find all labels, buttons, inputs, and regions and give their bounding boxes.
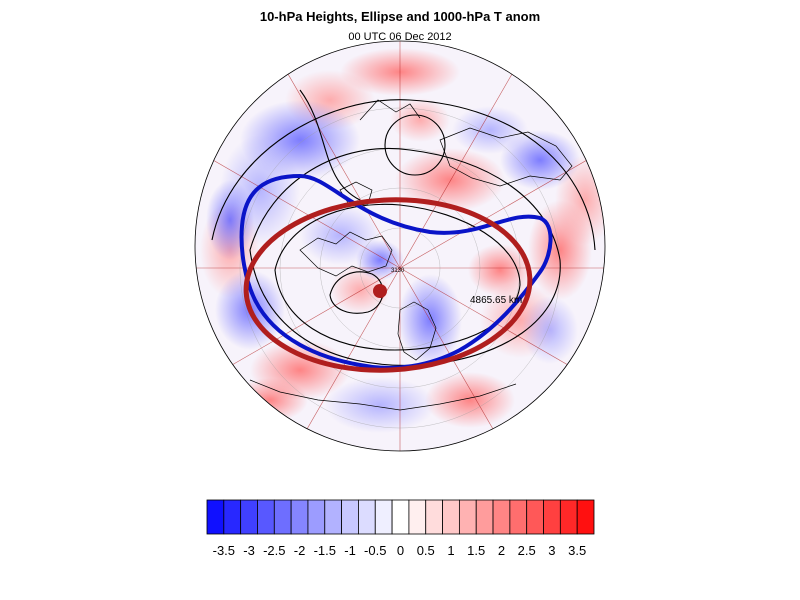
colorbar-tick-label: 1.5 [467, 543, 486, 558]
colorbar-tick-label: 3 [548, 543, 556, 558]
colorbar-tick-label: 2 [497, 543, 506, 558]
height-contours [211, 89, 596, 366]
latitude-circle [319, 187, 481, 349]
colorbar-tick-label: 0 [396, 543, 405, 558]
anomaly-blob [452, 106, 528, 154]
colorbar-tick-label: -3.5 [212, 543, 236, 558]
colorbar-swatch [576, 499, 595, 535]
colorbar-swatch [240, 499, 258, 535]
anomaly-blob [325, 377, 435, 433]
colorbar-swatch [408, 499, 427, 535]
colorbar-swatch [442, 499, 460, 535]
colorbar-tick-label: 1 [447, 543, 455, 558]
colorbar-tick-label: 3.5 [568, 543, 587, 558]
anomaly-blob [232, 378, 308, 422]
colorbar-swatch [543, 499, 561, 535]
colorbar [206, 499, 595, 535]
colorbar-swatch [290, 499, 309, 535]
anomaly-blob [528, 200, 592, 300]
colorbar-tick-label: -3 [243, 543, 255, 558]
colorbar-swatch [391, 499, 410, 535]
colorbar-tick-labels: -3.5 -3 -2.5 -2 -1.5 -1 -0.5 0 0.5 1 1.5 2 2.5 3 3.5 [0, 543, 800, 563]
colorbar-swatch [425, 499, 443, 535]
chart-subtitle: 00 UTC 06 Dec 2012 [348, 31, 452, 43]
anomaly-blob [522, 296, 578, 364]
colorbar-swatch [526, 499, 544, 535]
colorbar-swatch [492, 499, 511, 535]
ellipse-center-marker [373, 284, 387, 298]
colorbar-swatch [307, 499, 326, 535]
anomaly-blob [500, 130, 580, 190]
colorbar-tick-label: 2.5 [517, 543, 536, 558]
anomaly-blob [425, 372, 515, 428]
colorbar-tick-label: -1 [344, 543, 356, 558]
colorbar-swatch [374, 499, 393, 535]
colorbar-tick-label: -0.5 [364, 543, 387, 558]
latitude-circle [359, 227, 441, 309]
vortex-ellipse [243, 197, 533, 373]
chart-title: 10-hPa Heights, Ellipse and 1000-hPa T a… [259, 9, 541, 24]
vortex-edge [239, 174, 553, 370]
colorbar-swatch [257, 499, 275, 535]
contour-label-distance: 4865.65 km [470, 295, 522, 306]
globe-outline [194, 40, 606, 452]
meridian-line [269, 42, 401, 269]
colorbar-tick-label: -1.5 [313, 543, 336, 558]
colorbar-swatch [223, 499, 242, 535]
anomaly-blob [390, 98, 450, 142]
anomaly-blob [395, 148, 505, 212]
colorbar-tick-label: 0.5 [416, 543, 435, 558]
colorbar-swatch [458, 499, 477, 535]
colorbar-swatch [273, 499, 292, 535]
colorbar-swatch [475, 499, 494, 535]
colorbar-tick-label: -2 [293, 543, 306, 558]
colorbar-swatch [341, 499, 359, 535]
colorbar-swatch [324, 499, 343, 535]
colorbar-tick-label: -2.5 [263, 543, 286, 558]
colorbar-swatch [358, 499, 376, 535]
meridian-line [399, 267, 531, 451]
latitude-circle [279, 147, 521, 389]
anomaly-blob [468, 244, 532, 296]
contour-label-height: 3130 [391, 268, 405, 274]
colorbar-swatch [509, 499, 528, 535]
anomaly-blob [206, 180, 254, 260]
colorbar-swatch [206, 499, 225, 535]
colorbar-swatch [559, 499, 578, 535]
